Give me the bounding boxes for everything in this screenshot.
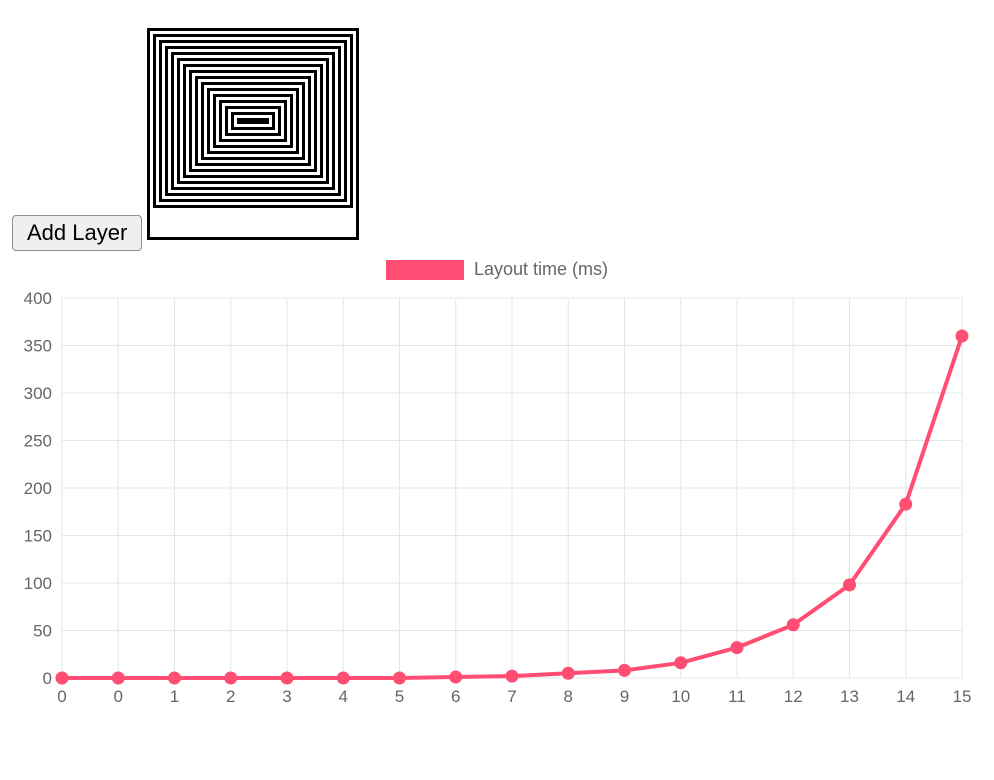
series-point (112, 672, 124, 684)
series-point (787, 619, 799, 631)
series-point (169, 672, 181, 684)
x-tick-label: 3 (282, 687, 291, 706)
x-tick-label: 6 (451, 687, 460, 706)
x-tick-label: 5 (395, 687, 404, 706)
x-tick-label: 11 (728, 687, 746, 706)
x-tick-label: 13 (840, 687, 859, 706)
series-point (394, 672, 406, 684)
x-tick-label: 9 (620, 687, 629, 706)
x-tick-label: 2 (226, 687, 235, 706)
x-tick-label: 10 (671, 687, 690, 706)
square-layer (207, 88, 299, 154)
y-tick-label: 150 (24, 527, 52, 546)
x-tick-label: 14 (896, 687, 915, 706)
series-point (675, 657, 687, 669)
square-layer (213, 94, 293, 148)
layout-time-chart: Layout time (ms) 05010015020025030035040… (12, 259, 982, 719)
series-point (562, 667, 574, 679)
square-layer (237, 118, 269, 124)
square-layer (159, 40, 347, 202)
x-tick-label: 0 (57, 687, 66, 706)
legend-swatch (386, 260, 464, 280)
series-point (56, 672, 68, 684)
y-tick-label: 300 (24, 384, 52, 403)
square-layer (201, 82, 305, 160)
series-point (900, 498, 912, 510)
series-point (281, 672, 293, 684)
add-layer-button[interactable]: Add Layer (12, 215, 142, 251)
square-layer (165, 46, 341, 196)
series-point (731, 642, 743, 654)
y-tick-label: 350 (24, 337, 52, 356)
chart-legend: Layout time (ms) (12, 259, 982, 280)
series-point (506, 670, 518, 682)
square-layer (189, 70, 317, 172)
series-point (619, 664, 631, 676)
square-layer (231, 112, 275, 130)
y-tick-label: 50 (33, 622, 52, 641)
square-layer (225, 106, 281, 136)
square-layer (177, 58, 329, 184)
series-point (337, 672, 349, 684)
series-point (844, 579, 856, 591)
x-tick-label: 12 (784, 687, 803, 706)
x-tick-label: 0 (114, 687, 123, 706)
square-layer (195, 76, 311, 166)
x-tick-label: 15 (953, 687, 972, 706)
square-layer (153, 34, 353, 208)
square-layer (183, 64, 323, 178)
y-tick-label: 400 (24, 289, 52, 308)
y-tick-label: 0 (43, 669, 52, 688)
series-point (956, 330, 968, 342)
square-layer (147, 28, 359, 240)
nested-squares-graphic (147, 28, 359, 240)
series-point (450, 671, 462, 683)
legend-label: Layout time (ms) (474, 259, 608, 280)
x-tick-label: 4 (339, 687, 348, 706)
square-layer (219, 100, 287, 142)
y-tick-label: 250 (24, 432, 52, 451)
y-tick-label: 100 (24, 574, 52, 593)
square-layer (171, 52, 335, 190)
chart-plot-area: 0501001502002503003504000012345678910111… (12, 286, 982, 714)
x-tick-label: 7 (507, 687, 516, 706)
y-tick-label: 200 (24, 479, 52, 498)
x-tick-label: 1 (170, 687, 179, 706)
x-tick-label: 8 (564, 687, 573, 706)
series-point (225, 672, 237, 684)
